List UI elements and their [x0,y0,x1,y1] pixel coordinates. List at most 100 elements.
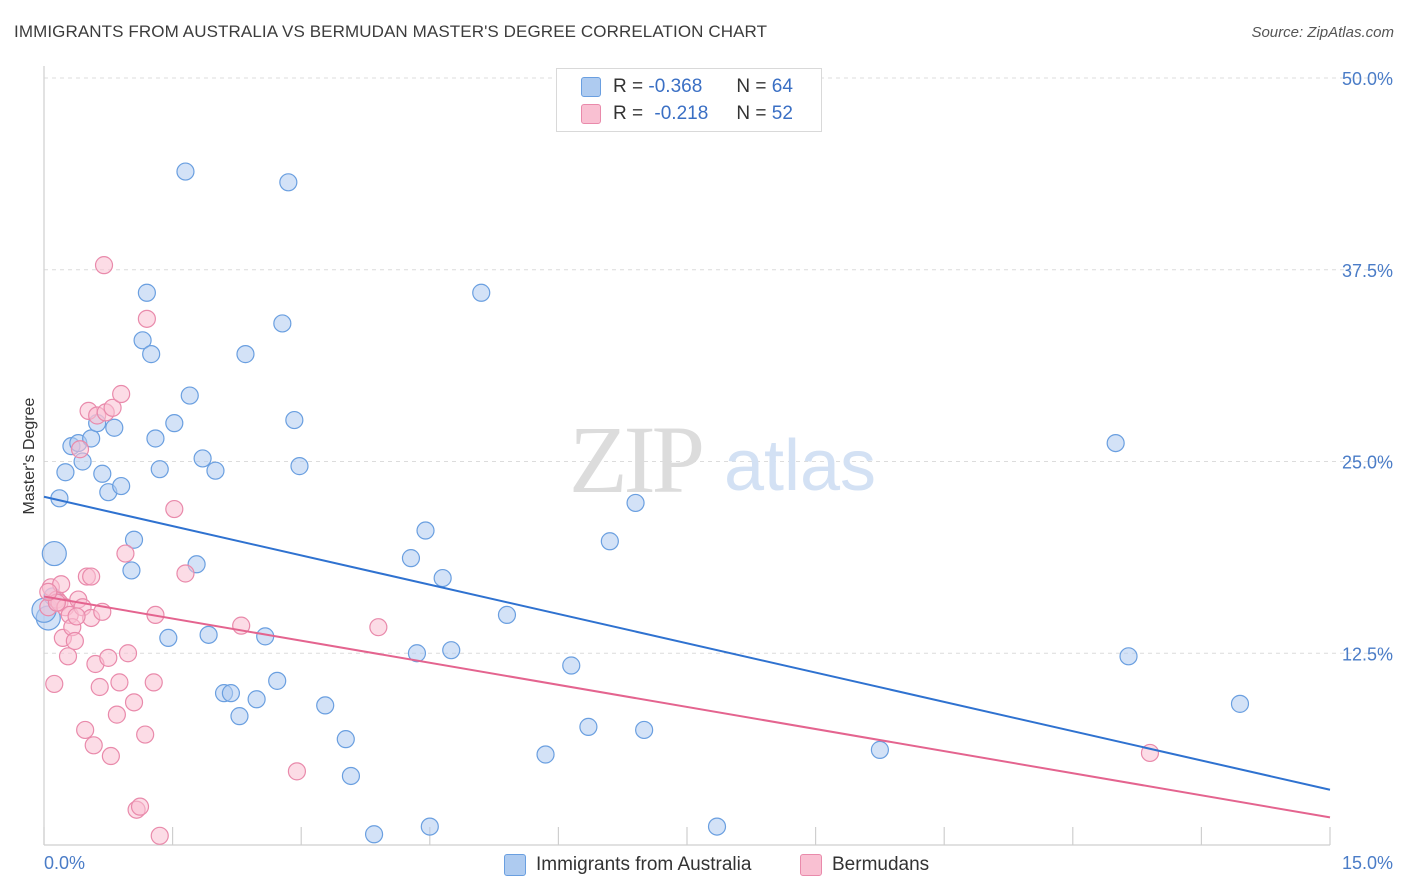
bottom-legend-bermudans: Bermudans [800,852,929,878]
legend-r-value: -0.368 [648,76,703,97]
point-australia [279,173,298,192]
point-australia [206,461,225,480]
point-australia [137,283,156,302]
point-australia [124,530,144,549]
point-australia [150,460,169,479]
point-australia [579,717,598,736]
point-australia [146,429,165,448]
legend-n-label: N = [736,103,767,124]
point-australia [707,817,727,836]
point-australia [536,745,555,764]
point-australia [285,410,304,430]
point-bermudans [82,567,101,586]
point-australia [122,561,141,580]
watermark: ZIP atlas [569,406,876,513]
x-tick-label: 0.0% [44,853,85,873]
point-australia [1106,433,1125,453]
point-australia [1119,647,1138,666]
point-bermudans [76,720,95,740]
point-bermudans [136,725,155,744]
point-bermudans [45,674,64,694]
point-australia [93,464,112,483]
point-australia [600,532,619,551]
point-australia [176,162,195,181]
point-australia [112,476,131,496]
point-bermudans [67,607,86,626]
point-australia [268,671,287,690]
point-bermudans [70,440,90,459]
point-bermudans [90,677,109,697]
chart-title: IMMIGRANTS FROM AUSTRALIA VS BERMUDAN MA… [14,22,768,41]
y-tick-label: 37.5% [1342,261,1393,281]
point-australia [273,314,292,333]
point-bermudans [137,309,156,328]
point-australia [316,696,335,715]
point-australia [221,684,240,703]
bottom-legend-swatch-bermudans [800,854,822,876]
point-australia [105,418,124,437]
bottom-legend-label-australia: Immigrants from Australia [536,854,752,875]
point-australia [341,766,361,786]
point-australia [193,449,212,468]
point-bermudans [112,384,131,404]
bottom-legend-swatch-australia [504,854,526,876]
gridlines [44,77,1395,654]
legend-swatch-bermudans [581,104,601,124]
y-tick-label: 25.0% [1342,453,1393,473]
point-bermudans [116,544,135,563]
bottom-legend-australia: Immigrants from Australia [504,852,751,878]
point-bermudans [176,564,195,583]
legend-row-bermudans: R = -0.218 N = 52 [581,101,793,127]
legend-swatch-australia [581,77,601,97]
point-australia [416,521,435,540]
point-bermudans [101,746,120,766]
point-australia [199,625,218,644]
point-australia [635,720,654,740]
point-australia [142,345,161,364]
y-axis-label: Master's Degree [21,397,38,514]
point-bermudans [65,631,84,651]
point-australia [247,690,266,709]
point-australia [159,628,178,648]
series-bermudans-points [39,256,1160,845]
point-australia [562,656,581,675]
series-australia-points [31,162,1250,844]
point-bermudans [58,647,78,666]
bottom-legend-label-bermudans: Bermudans [832,854,930,875]
point-bermudans [144,673,163,692]
point-bermudans [110,673,129,692]
trend-line-bermudans [43,595,1331,819]
point-australia [165,414,184,433]
point-australia [41,540,67,567]
y-tick-label: 50.0% [1342,69,1393,89]
point-australia [442,641,461,660]
point-australia [1230,694,1250,713]
point-australia [433,568,452,588]
point-bermudans [124,693,144,712]
point-australia [133,331,152,350]
point-bermudans [107,705,126,724]
trend-lines [43,495,1331,819]
point-australia [870,740,890,759]
legend-r-value: -0.218 [654,103,709,124]
legend-n-value: 52 [771,103,793,124]
point-bermudans [369,618,388,637]
point-bermudans [130,797,150,816]
point-australia [407,644,427,663]
tick-labels: 12.5% 25.0% 37.5% 50.0% 0.0% 15.0% [44,69,1393,873]
point-bermudans [165,499,184,519]
point-australia [290,457,309,476]
point-australia [236,345,255,364]
point-australia [626,493,645,513]
point-bermudans [287,762,307,781]
point-bermudans [118,644,138,663]
point-bermudans [150,826,169,845]
point-bermudans [103,398,122,417]
x-tick-label: 15.0% [1342,853,1393,873]
point-australia [230,707,249,726]
point-bermudans [39,582,58,601]
point-bermudans [84,736,103,755]
legend-n-value: 64 [771,76,793,97]
source-label: Source: ZipAtlas.com [1251,24,1394,41]
